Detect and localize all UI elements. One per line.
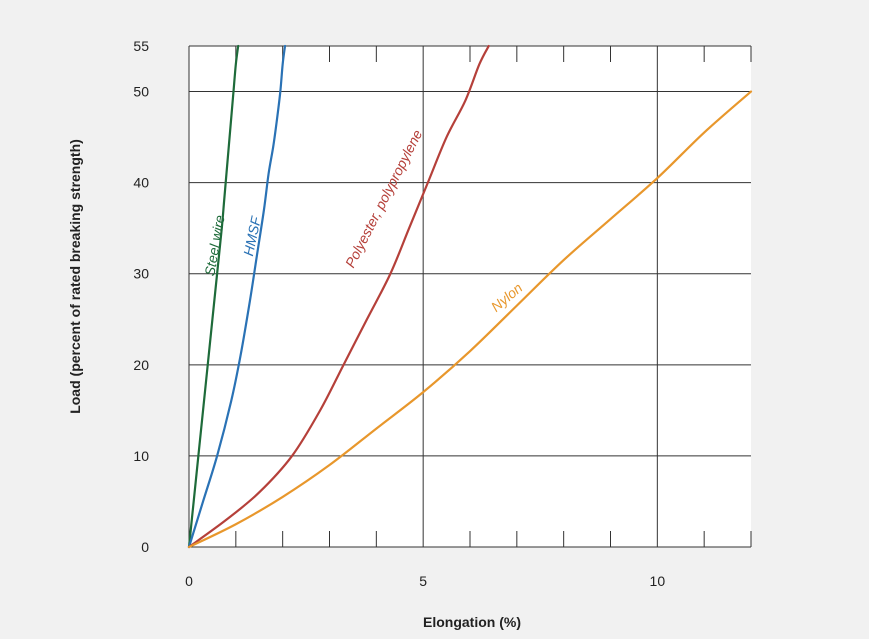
y-tick-label-0: 0 [141,539,149,555]
y-tick-label-10: 10 [133,448,149,464]
y-tick-label-30: 30 [133,266,149,282]
y-tick-label-50: 50 [133,84,149,100]
x-tick-label-5: 5 [419,573,427,589]
series-lines [187,44,753,549]
x-tick-label-10: 10 [650,573,666,589]
series-line-steel-wire [187,44,240,549]
x-tick-label-0: 0 [185,573,193,589]
y-axis-title: Load (percent of rated breaking strength… [67,139,83,414]
series-line-nylon [187,90,753,549]
tick-labels: 0 10 20 30 40 50 55 0 5 10 [133,38,665,589]
series-line-polyester-polypropylene [187,44,490,549]
y-tick-label-55: 55 [133,38,149,54]
plot-area [189,46,751,547]
x-axis-title: Elongation (%) [423,614,521,630]
series-line-hmsf [187,44,287,549]
y-tick-label-40: 40 [133,175,149,191]
y-tick-label-20: 20 [133,357,149,373]
